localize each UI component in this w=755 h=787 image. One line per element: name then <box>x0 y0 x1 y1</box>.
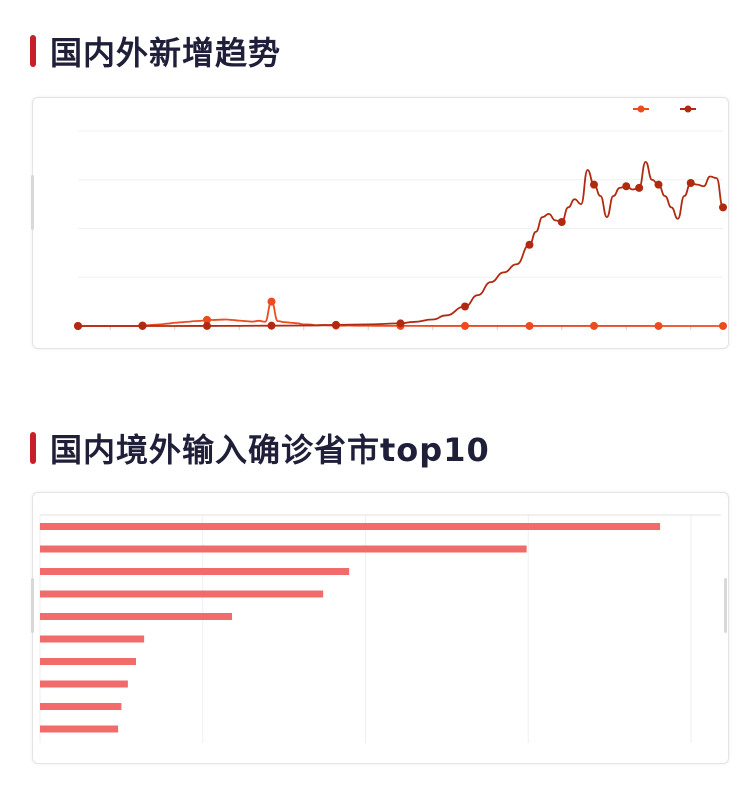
title-accent-bar <box>30 35 36 67</box>
bar-2 <box>40 568 350 575</box>
bar-7 <box>40 680 128 688</box>
top10-bar-card <box>32 492 729 764</box>
series-point-overseas <box>203 321 211 330</box>
card-scroll-indicator <box>31 578 34 633</box>
series-point-china <box>719 321 727 330</box>
trend-title-text: 国内外新增趋势 <box>50 34 282 72</box>
top10-title-text: 国内境外输入确诊省市top10 <box>50 431 490 469</box>
series-point-overseas <box>267 321 276 330</box>
bar-5 <box>40 635 145 643</box>
series-line-china <box>78 300 723 327</box>
series-point-china <box>525 321 534 330</box>
series-point-overseas <box>654 180 663 189</box>
series-point-overseas <box>635 183 644 192</box>
bar-0 <box>40 523 661 530</box>
legend-swatch-dot <box>684 105 692 113</box>
series-point-china <box>267 297 276 306</box>
trend-line-chart <box>74 105 727 330</box>
series-point-overseas <box>525 240 534 249</box>
series-point-overseas <box>590 180 598 189</box>
bar-3 <box>40 590 324 598</box>
bar-8 <box>40 703 122 710</box>
bar-6 <box>40 658 137 665</box>
bar-9 <box>40 725 119 733</box>
series-point-overseas <box>719 203 727 212</box>
bar-1 <box>40 545 527 553</box>
top10-section-title: 国内境外输入确诊省市top10 <box>30 425 490 471</box>
series-point-overseas <box>332 320 340 329</box>
title-accent-bar <box>30 432 36 464</box>
series-point-overseas <box>686 179 695 187</box>
trend-section-title: 国内外新增趋势 <box>30 28 281 74</box>
series-point-overseas <box>138 321 147 330</box>
series-point-china <box>654 321 663 330</box>
series-point-overseas <box>461 302 469 311</box>
card-scroll-indicator <box>724 578 727 633</box>
series-point-china <box>461 321 469 330</box>
series-point-china <box>203 315 211 324</box>
series-point-china <box>590 321 598 330</box>
series-point-overseas <box>622 182 631 191</box>
series-point-overseas <box>74 322 82 330</box>
legend-swatch-dot <box>637 105 645 113</box>
series-point-overseas <box>557 218 566 226</box>
bar-4 <box>40 613 233 620</box>
trend-chart-card <box>32 97 729 349</box>
top10-bar-chart <box>39 514 721 743</box>
card-scroll-indicator <box>31 175 34 230</box>
series-point-overseas <box>396 319 405 328</box>
